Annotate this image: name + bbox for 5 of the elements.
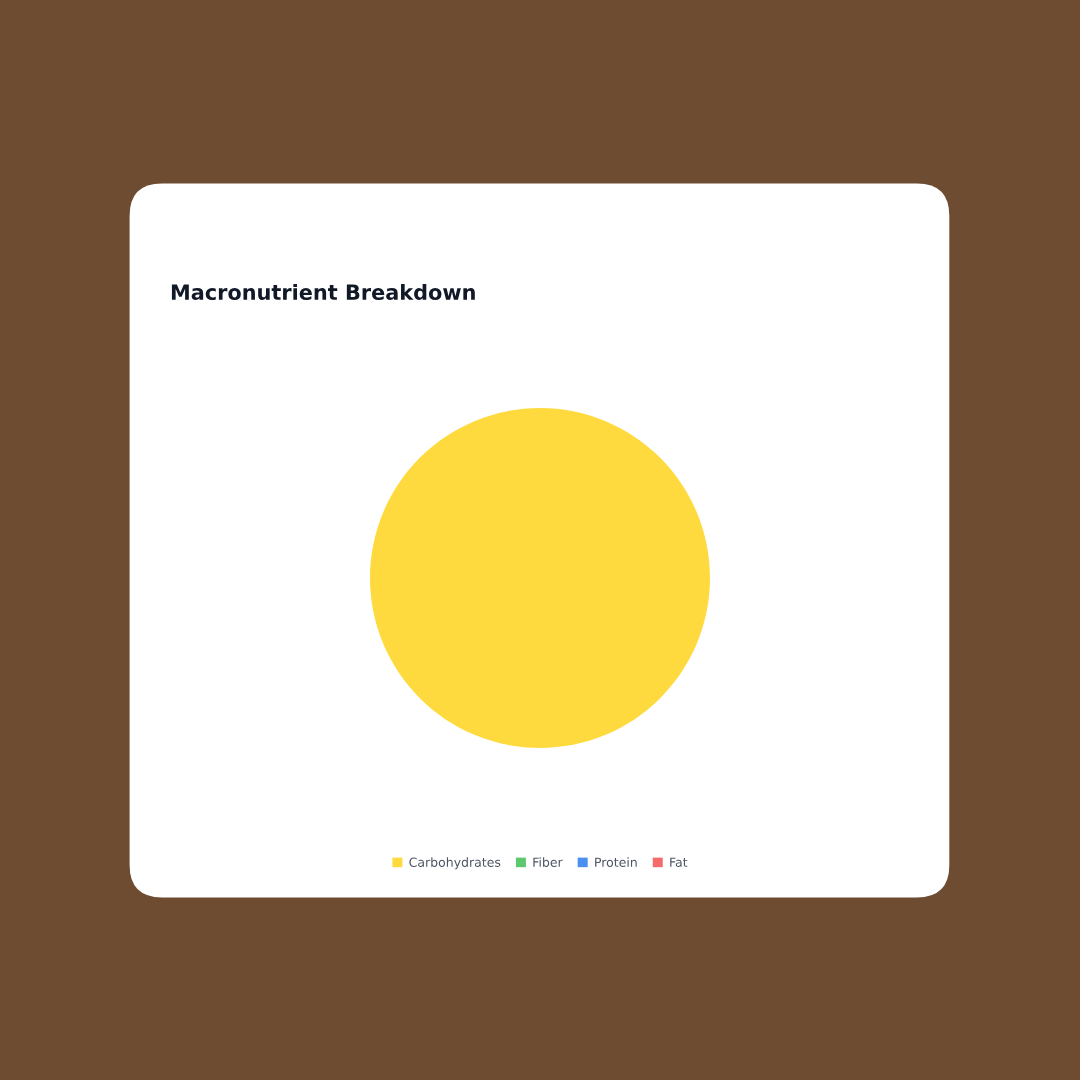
chart-title: Macronutrient Breakdown: [171, 283, 475, 301]
legend-label: Carbohydrates: [409, 857, 501, 870]
legend-label: Protein: [595, 857, 637, 867]
legend-label: Fiber: [533, 857, 563, 867]
legend-label: Fat: [670, 857, 688, 867]
